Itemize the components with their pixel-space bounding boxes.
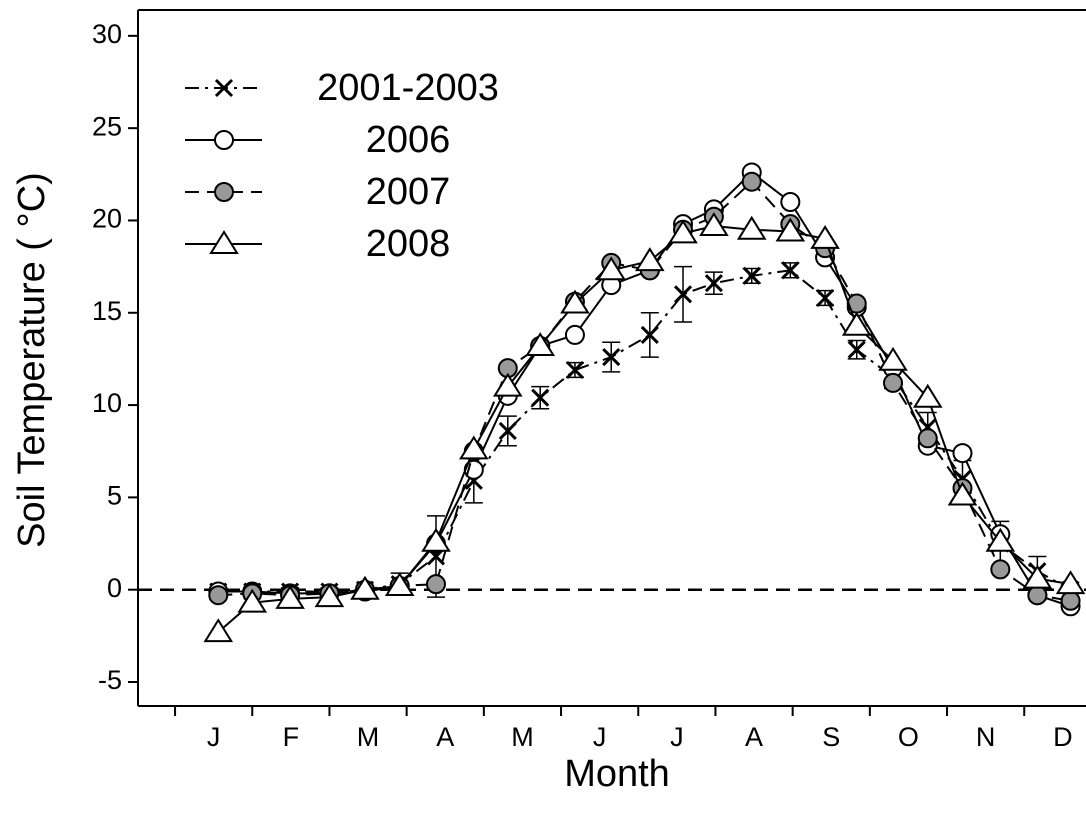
legend-label: 2006	[366, 119, 451, 161]
data-point	[810, 225, 840, 249]
data-point	[742, 266, 761, 285]
data-point	[498, 421, 517, 440]
x-tick-label: A	[436, 722, 454, 752]
data-point	[635, 247, 665, 272]
y-tick-label: 15	[92, 296, 122, 326]
legend: 2001-2003 2006 2007 2008	[185, 67, 499, 265]
x-tick-label: J	[593, 722, 607, 752]
data-point	[203, 618, 234, 643]
data-point	[640, 325, 659, 344]
data-point	[1022, 564, 1053, 589]
data-point	[736, 215, 767, 240]
series-line	[217, 224, 1071, 633]
data-point	[985, 527, 1016, 552]
legend-label: 2001-2003	[317, 67, 499, 109]
y-tick-label: 30	[92, 19, 122, 49]
data-point	[565, 360, 585, 380]
data-point	[596, 256, 627, 281]
series-group	[209, 261, 1080, 601]
data-point	[492, 372, 523, 397]
x-tick-label: F	[283, 722, 300, 752]
series-group	[208, 162, 1081, 617]
data-point	[208, 585, 229, 606]
legend-marker	[214, 78, 234, 98]
x-tick-label: D	[1053, 722, 1073, 752]
data-point	[1055, 570, 1086, 595]
series-group	[203, 212, 1086, 643]
data-point	[775, 217, 806, 242]
data-point	[952, 443, 973, 464]
x-axis-label: Month	[564, 753, 670, 795]
data-point	[459, 435, 489, 460]
data-point	[560, 289, 590, 314]
data-point	[314, 583, 345, 608]
series-group	[208, 171, 1081, 611]
x-tick-label: O	[898, 722, 919, 752]
data-point	[275, 585, 305, 609]
data-point	[525, 332, 556, 356]
y-tick-label: 25	[92, 111, 122, 141]
x-tick-label: M	[511, 722, 534, 752]
data-point	[883, 372, 904, 393]
data-point	[704, 274, 723, 293]
data-point	[237, 588, 268, 613]
data-point	[878, 346, 908, 371]
data-point	[841, 311, 872, 336]
data-point	[384, 572, 415, 596]
data-point	[668, 219, 698, 244]
data-point	[425, 574, 446, 595]
data-point	[1060, 590, 1081, 611]
data-point	[741, 171, 762, 192]
x-tick-label: S	[822, 722, 840, 752]
data-point	[673, 285, 693, 304]
data-point	[990, 559, 1011, 580]
legend-marker	[214, 130, 234, 150]
data-point	[531, 388, 550, 407]
x-tick-label: A	[745, 722, 763, 752]
series-line	[218, 171, 1071, 608]
data-point	[780, 192, 801, 212]
data-point	[917, 428, 938, 449]
y-tick-label: -5	[98, 665, 122, 695]
y-tick-label: 10	[92, 388, 122, 418]
data-point	[421, 527, 451, 552]
data-point	[350, 575, 380, 600]
y-axis-label: Soil Temperature ( °C)	[11, 172, 53, 548]
y-tick-label: 20	[92, 204, 122, 234]
y-tick-label: 0	[107, 573, 122, 603]
series-line	[218, 269, 1072, 593]
series-line	[218, 180, 1071, 602]
x-tick-label: J	[670, 722, 684, 752]
data-point	[847, 340, 866, 359]
x-tick-label: N	[976, 722, 996, 752]
legend-marker	[209, 230, 239, 254]
legend-label: 2007	[366, 171, 451, 213]
data-point	[781, 261, 800, 280]
data-point	[1027, 585, 1048, 606]
data-point	[602, 348, 621, 367]
legend-label: 2008	[366, 223, 451, 265]
x-tick-label: J	[207, 722, 221, 752]
data-point	[564, 324, 585, 345]
data-point	[816, 288, 835, 308]
data-point	[947, 481, 978, 506]
x-tick-label: M	[357, 722, 380, 752]
data-point	[912, 383, 943, 408]
legend-marker	[214, 182, 234, 202]
data-point	[699, 212, 729, 236]
y-tick-label: 5	[107, 481, 122, 511]
